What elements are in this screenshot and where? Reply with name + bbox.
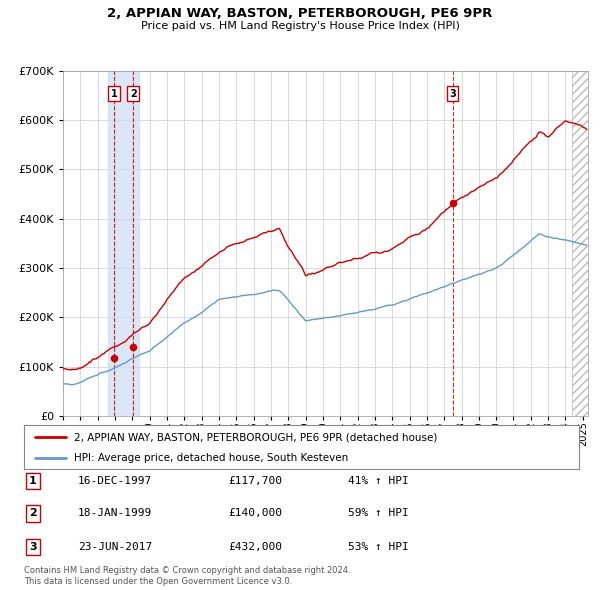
Text: 2: 2 — [29, 509, 37, 518]
Bar — [572, 71, 600, 416]
Text: 2, APPIAN WAY, BASTON, PETERBOROUGH, PE6 9PR (detached house): 2, APPIAN WAY, BASTON, PETERBOROUGH, PE6… — [74, 432, 437, 442]
Text: 1: 1 — [111, 89, 118, 99]
Text: Price paid vs. HM Land Registry's House Price Index (HPI): Price paid vs. HM Land Registry's House … — [140, 21, 460, 31]
Text: 2, APPIAN WAY, BASTON, PETERBOROUGH, PE6 9PR: 2, APPIAN WAY, BASTON, PETERBOROUGH, PE6… — [107, 7, 493, 20]
Text: 3: 3 — [449, 89, 456, 99]
Text: Contains HM Land Registry data © Crown copyright and database right 2024.: Contains HM Land Registry data © Crown c… — [24, 566, 350, 575]
Text: £117,700: £117,700 — [228, 476, 282, 486]
Text: £140,000: £140,000 — [228, 509, 282, 518]
Text: 59% ↑ HPI: 59% ↑ HPI — [348, 509, 409, 518]
Text: 1: 1 — [29, 476, 37, 486]
Bar — [108, 71, 139, 416]
Text: 2: 2 — [130, 89, 137, 99]
Text: £432,000: £432,000 — [228, 542, 282, 552]
Text: 18-JAN-1999: 18-JAN-1999 — [78, 509, 152, 518]
Text: 3: 3 — [29, 542, 37, 552]
Text: HPI: Average price, detached house, South Kesteven: HPI: Average price, detached house, Sout… — [74, 453, 348, 463]
Text: 16-DEC-1997: 16-DEC-1997 — [78, 476, 152, 486]
Text: 41% ↑ HPI: 41% ↑ HPI — [348, 476, 409, 486]
Text: 53% ↑ HPI: 53% ↑ HPI — [348, 542, 409, 552]
Text: 23-JUN-2017: 23-JUN-2017 — [78, 542, 152, 552]
Text: This data is licensed under the Open Government Licence v3.0.: This data is licensed under the Open Gov… — [24, 577, 292, 586]
